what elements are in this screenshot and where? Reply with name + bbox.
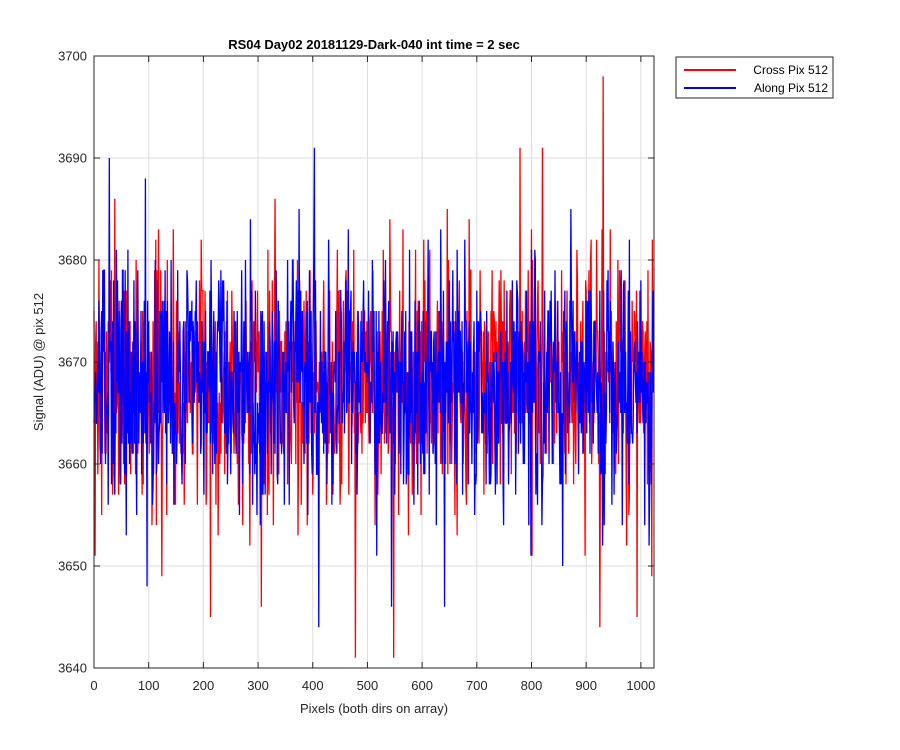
x-tick-label: 0 bbox=[90, 678, 97, 693]
y-tick-label: 3680 bbox=[58, 253, 87, 268]
legend-label-cross: Cross Pix 512 bbox=[753, 63, 828, 77]
legend-label-along: Along Pix 512 bbox=[754, 81, 828, 95]
y-tick-label: 3700 bbox=[58, 49, 87, 64]
x-tick-label: 300 bbox=[247, 678, 269, 693]
x-tick-label: 100 bbox=[138, 678, 160, 693]
x-axis-label: Pixels (both dirs on array) bbox=[300, 701, 448, 716]
chart-title: RS04 Day02 20181129-Dark-040 int time = … bbox=[228, 37, 520, 52]
y-axis-label: Signal (ADU) @ pix 512 bbox=[31, 293, 46, 431]
x-tick-label: 600 bbox=[411, 678, 433, 693]
y-axis: 3640 3650 3660 3670 3680 3690 3700 bbox=[58, 49, 654, 676]
y-tick-label: 3660 bbox=[58, 457, 87, 472]
legend: Cross Pix 512 Along Pix 512 bbox=[675, 56, 834, 99]
series-line-along-pix-512 bbox=[93, 147, 655, 628]
series-layer bbox=[93, 76, 655, 658]
y-tick-label: 3670 bbox=[58, 355, 87, 370]
x-tick-label: 1000 bbox=[626, 678, 655, 693]
x-tick-label: 200 bbox=[193, 678, 215, 693]
x-tick-label: 500 bbox=[357, 678, 379, 693]
y-tick-label: 3650 bbox=[58, 559, 87, 574]
x-axis: 0 100 200 300 400 500 600 700 800 900 1000 bbox=[90, 56, 655, 693]
y-tick-label: 3690 bbox=[58, 151, 87, 166]
x-tick-label: 900 bbox=[575, 678, 597, 693]
x-tick-label: 400 bbox=[302, 678, 324, 693]
x-tick-label: 800 bbox=[521, 678, 543, 693]
x-tick-label: 700 bbox=[466, 678, 488, 693]
legend-box bbox=[675, 56, 834, 99]
y-tick-label: 3640 bbox=[58, 661, 87, 676]
